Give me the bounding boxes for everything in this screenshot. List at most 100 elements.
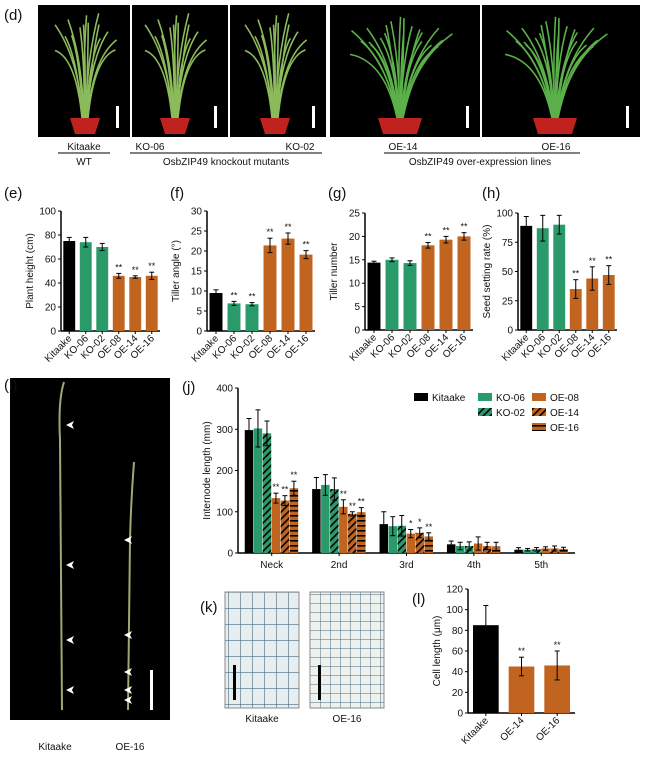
legend-swatch bbox=[478, 408, 492, 416]
leaf bbox=[277, 49, 306, 119]
significance-mark: ** bbox=[115, 262, 123, 272]
legend-swatch bbox=[532, 393, 546, 401]
plant-photo bbox=[132, 5, 228, 137]
bar bbox=[244, 430, 254, 553]
photo-label: KO-02 bbox=[286, 142, 315, 153]
y-axis-label: Tiller angle (°) bbox=[171, 240, 182, 302]
bar bbox=[339, 506, 348, 553]
significance-mark: ** bbox=[340, 489, 348, 499]
scale-bar bbox=[312, 106, 315, 128]
arrowhead-icon bbox=[66, 636, 74, 644]
bar bbox=[446, 544, 456, 553]
significance-mark: ** bbox=[424, 231, 432, 241]
plant-photo bbox=[38, 5, 130, 137]
significance-mark: ** bbox=[272, 482, 280, 492]
y-tick-label: 0 bbox=[507, 326, 513, 337]
y-axis-label: Tiller number bbox=[329, 242, 340, 301]
y-tick-label: 400 bbox=[216, 384, 233, 395]
bar bbox=[209, 293, 223, 331]
arrowhead-icon bbox=[66, 561, 74, 569]
pot bbox=[160, 118, 190, 134]
photo-label: OsbZIP49 knockout mutants bbox=[163, 157, 289, 168]
leaf bbox=[402, 39, 444, 119]
bar bbox=[245, 304, 259, 331]
leaf bbox=[87, 49, 116, 119]
panel-label: (j) bbox=[182, 379, 195, 396]
y-tick-label: 10 bbox=[349, 279, 361, 290]
photo-panels: Kitaake WT KO-06 KO-02 OsbZIP49 knockout mut… bbox=[10, 5, 640, 753]
significance-mark: ** bbox=[605, 255, 613, 265]
photo-label: WT bbox=[76, 157, 92, 168]
bar bbox=[79, 242, 92, 331]
y-tick-label: 60 bbox=[45, 255, 57, 266]
bar bbox=[227, 303, 241, 331]
photo-label: OE-16 bbox=[333, 714, 362, 725]
scale-bar bbox=[626, 106, 629, 128]
y-tick-label: 20 bbox=[191, 247, 203, 258]
pot bbox=[260, 118, 290, 134]
y-tick-label: 20 bbox=[452, 688, 464, 699]
y-tick-label: 15 bbox=[191, 267, 203, 278]
y-tick-label: 25 bbox=[502, 296, 514, 307]
legend: Kitaake KO-06 KO-02 OE-08 OE-14 OE-16 bbox=[414, 393, 579, 434]
y-tick-label: 80 bbox=[45, 231, 57, 242]
legend-swatch bbox=[532, 408, 546, 416]
significance-mark: ** bbox=[148, 261, 156, 271]
x-tick-label: 4th bbox=[467, 560, 481, 571]
photo-label: OsbZIP49 over-expression lines bbox=[409, 157, 551, 168]
arrowhead-icon bbox=[124, 696, 132, 704]
scale-bar bbox=[466, 106, 469, 128]
y-tick-label: 0 bbox=[196, 327, 202, 338]
photo-background bbox=[10, 378, 170, 720]
legend-label: OE-08 bbox=[550, 393, 579, 404]
bar bbox=[586, 278, 599, 330]
significance-mark: ** bbox=[589, 256, 597, 266]
scale-bar bbox=[150, 670, 153, 710]
panel-label: (i) bbox=[4, 377, 17, 394]
bar bbox=[397, 525, 406, 553]
legend-item: KO-06 bbox=[478, 393, 525, 404]
y-tick-label: 30 bbox=[191, 207, 203, 218]
y-tick-label: 25 bbox=[349, 209, 361, 220]
bar bbox=[289, 488, 299, 553]
bar bbox=[280, 500, 290, 553]
significance-mark: ** bbox=[248, 292, 256, 302]
stem-photo bbox=[10, 378, 170, 720]
y-tick-label: 100 bbox=[496, 209, 513, 220]
bar bbox=[520, 225, 533, 330]
pot bbox=[70, 118, 100, 134]
significance-mark: ** bbox=[425, 522, 433, 532]
bar bbox=[129, 277, 142, 331]
legend-swatch bbox=[532, 423, 546, 431]
photo-label: OE-16 bbox=[542, 142, 571, 153]
bar-chart-l: 0 20 40 60 80 100 120 Cell length (μm) Kitaake **… bbox=[432, 585, 575, 747]
x-tick-label: 5th bbox=[534, 560, 548, 571]
y-tick-label: 0 bbox=[354, 326, 360, 337]
bar bbox=[312, 489, 321, 553]
pot bbox=[378, 118, 422, 134]
bar bbox=[388, 526, 398, 553]
y-tick-label: 20 bbox=[349, 232, 361, 243]
y-tick-label: 120 bbox=[446, 585, 463, 596]
significance-mark: ** bbox=[230, 290, 238, 300]
legend-label: OE-14 bbox=[550, 408, 579, 419]
panel-label: (e) bbox=[4, 185, 22, 202]
y-tick-label: 20 bbox=[45, 303, 57, 314]
chart-panels: (d)(e) (f) (g) (h)(i) (j)(k) (l)020406080100P… bbox=[4, 7, 617, 747]
y-tick-label: 50 bbox=[502, 267, 514, 278]
y-tick-label: 40 bbox=[452, 667, 464, 678]
photo-label: Kitaake bbox=[38, 742, 72, 753]
y-axis-label: Plant height (cm) bbox=[25, 233, 36, 309]
bar bbox=[263, 245, 277, 331]
micrograph bbox=[309, 591, 385, 709]
plant-photo bbox=[330, 5, 480, 137]
bar bbox=[299, 254, 313, 331]
arrowhead-icon bbox=[66, 421, 74, 429]
panel-label: (k) bbox=[200, 599, 218, 616]
significance-mark: ** bbox=[460, 222, 468, 232]
